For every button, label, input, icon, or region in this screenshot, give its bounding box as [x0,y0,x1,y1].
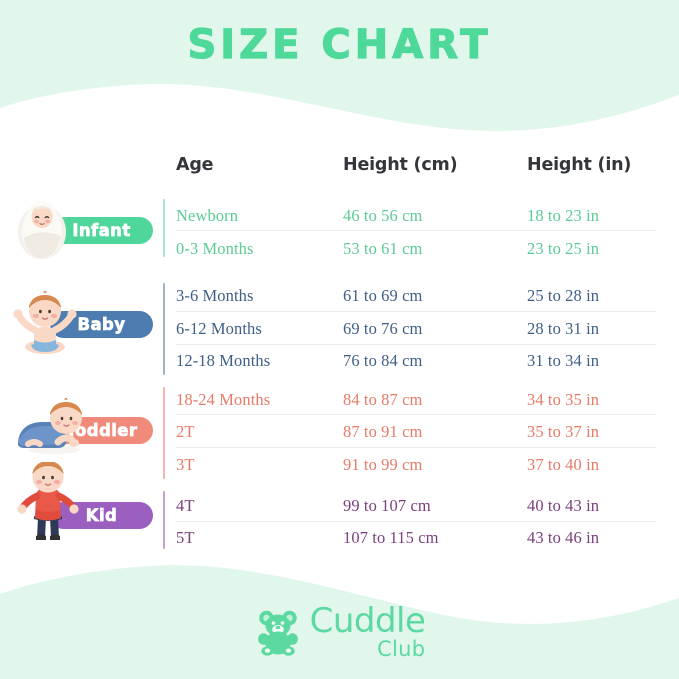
standing-kid-illustration [17,462,79,540]
cell-age: Newborn [176,206,239,225]
cell-age: 0-3 Months [176,239,254,258]
row-divider [176,311,656,312]
cell-height-in: 25 to 28 in [527,286,600,305]
cell-age: 3T [176,455,195,474]
cell-height-cm: 84 to 87 cm [343,390,423,409]
cell-height-cm: 107 to 115 cm [343,528,439,547]
cell-height-cm: 87 to 91 cm [343,422,423,441]
group-rule-kid [163,491,165,549]
cell-height-in: 40 to 43 in [527,496,600,515]
cell-height-in: 18 to 23 in [527,206,600,225]
row-divider [176,230,656,231]
cell-height-in: 31 to 34 in [527,351,600,370]
group-rule-infant [163,199,165,257]
cell-height-cm: 69 to 76 cm [343,319,423,338]
column-header-height-in: Height (in) [527,155,632,175]
swaddled-baby-illustration [18,201,66,259]
row-divider [176,344,656,345]
cell-age: 3-6 Months [176,286,254,305]
row-divider [176,521,656,522]
cell-age: 2T [176,422,195,441]
cell-height-in: 43 to 46 in [527,528,600,547]
group-rule-toddler [163,387,165,479]
category-badge-infant[interactable]: Infant [50,217,153,244]
sitting-baby-illustration [13,291,77,354]
teddy-bear-icon [257,610,298,656]
cell-height-in: 34 to 35 in [527,390,600,409]
cell-height-cm: 91 to 99 cm [343,455,423,474]
cell-height-cm: 53 to 61 cm [343,239,423,258]
cell-height-in: 37 to 40 in [527,455,600,474]
cell-height-in: 23 to 25 in [527,239,600,258]
category-badge-kid[interactable]: Kid [50,502,153,529]
column-header-height-cm: Height (cm) [343,155,458,175]
crawling-toddler-illustration [18,398,82,454]
cell-age: 5T [176,528,195,547]
cell-height-cm: 46 to 56 cm [343,206,423,225]
group-rule-baby [163,283,165,375]
cell-age: 18-24 Months [176,390,271,409]
logo-primary-text: Cuddle [309,601,426,641]
logo-secondary-text: Club [377,637,426,661]
page-title: SIZE CHART [187,21,492,68]
category-badge-baby[interactable]: Baby [50,311,153,338]
column-header-age: Age [176,155,214,175]
cell-age: 12-18 Months [176,351,271,370]
row-divider [176,414,656,415]
cell-height-cm: 61 to 69 cm [343,286,423,305]
row-divider [176,447,656,448]
cell-height-in: 35 to 37 in [527,422,600,441]
cell-age: 4T [176,496,195,515]
cell-height-in: 28 to 31 in [527,319,600,338]
cell-height-cm: 99 to 107 cm [343,496,431,515]
brand-logo: Cuddle Club [0,604,679,660]
cell-age: 6-12 Months [176,319,262,338]
cell-height-cm: 76 to 84 cm [343,351,423,370]
